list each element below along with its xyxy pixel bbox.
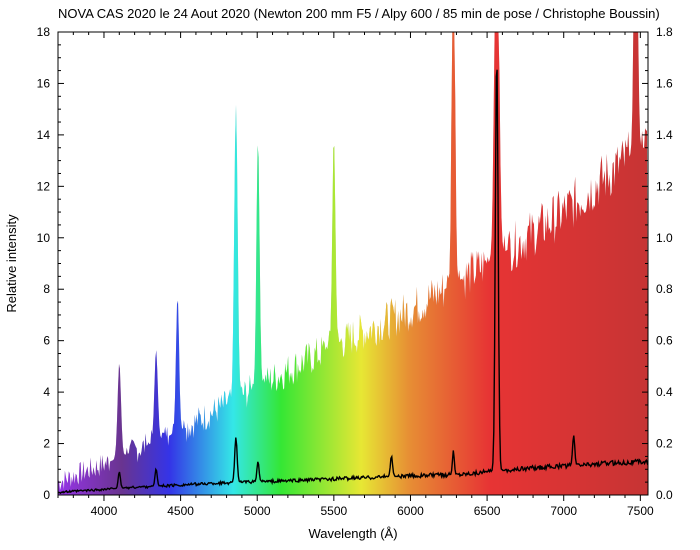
y-left-tick-label: 0	[43, 488, 50, 502]
y-right-tick-label: 0.0	[656, 488, 673, 502]
y-left-tick-label: 12	[37, 179, 51, 193]
y-left-tick-label: 18	[37, 25, 51, 39]
y-left-tick-label: 16	[37, 76, 51, 90]
spectrum-chart: 4000 4500 5000 5500 6000 6500 7000 7500 0 2 4 6 8 10 1…	[0, 0, 700, 550]
y-right-tick-label: 0.6	[656, 334, 673, 348]
y-right-tick-label: 1.8	[656, 25, 673, 39]
y-right-tick-label: 1.6	[656, 76, 673, 90]
y-right-tick-label: 1.2	[656, 179, 673, 193]
y-left-tick-label: 4	[43, 385, 50, 399]
y-right-tick-label: 1.4	[656, 128, 673, 142]
x-tick-label: 5500	[320, 504, 347, 518]
x-tick-label: 7000	[550, 504, 577, 518]
y-right-tick-label: 1.0	[656, 231, 673, 245]
x-tick-label: 7500	[627, 504, 654, 518]
x-tick-label: 4500	[167, 504, 194, 518]
y-axis-label-left: Relative intensity	[4, 214, 19, 313]
x-tick-label: 4000	[91, 504, 118, 518]
x-tick-label: 6500	[474, 504, 501, 518]
y-right-tick-label: 0.8	[656, 282, 673, 296]
y-left-tick-label: 2	[43, 437, 50, 451]
y-left-tick-label: 10	[37, 231, 51, 245]
y-left-tick-label: 14	[37, 128, 51, 142]
x-tick-label: 5000	[244, 504, 271, 518]
x-axis-label: Wavelength (Å)	[308, 526, 397, 541]
y-left-tick-label: 8	[43, 282, 50, 296]
y-right-tick-label: 0.4	[656, 385, 673, 399]
y-left-tick-label: 6	[43, 334, 50, 348]
y-right-tick-label: 0.2	[656, 437, 673, 451]
x-tick-label: 6000	[397, 504, 424, 518]
chart-title: NOVA CAS 2020 le 24 Aout 2020 (Newton 20…	[58, 6, 660, 21]
